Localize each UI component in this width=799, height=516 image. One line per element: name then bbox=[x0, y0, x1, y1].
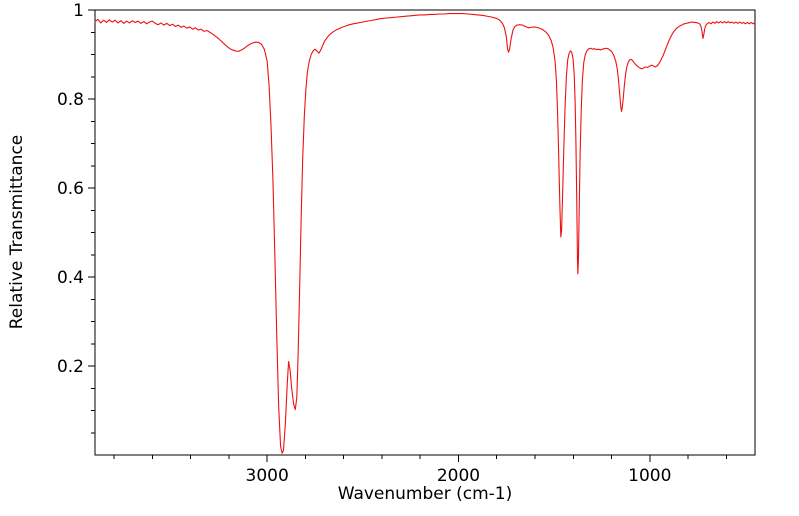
y-tick-label: 0.8 bbox=[57, 90, 84, 110]
spectrum-line bbox=[94, 13, 756, 454]
plot-border bbox=[94, 9, 756, 456]
x-tick-label: 3000 bbox=[246, 466, 289, 486]
y-tick-label: 0.6 bbox=[57, 179, 84, 199]
y-axis-label: Relative Transmittance bbox=[7, 135, 27, 330]
x-tick-label: 1000 bbox=[628, 466, 671, 486]
y-tick-label: 1 bbox=[73, 1, 84, 21]
x-tick-label: 2000 bbox=[437, 466, 480, 486]
x-axis-label: Wavenumber (cm-1) bbox=[338, 484, 513, 504]
y-tick-label: 0.4 bbox=[57, 268, 84, 288]
y-tick-label: 0.2 bbox=[57, 357, 84, 377]
